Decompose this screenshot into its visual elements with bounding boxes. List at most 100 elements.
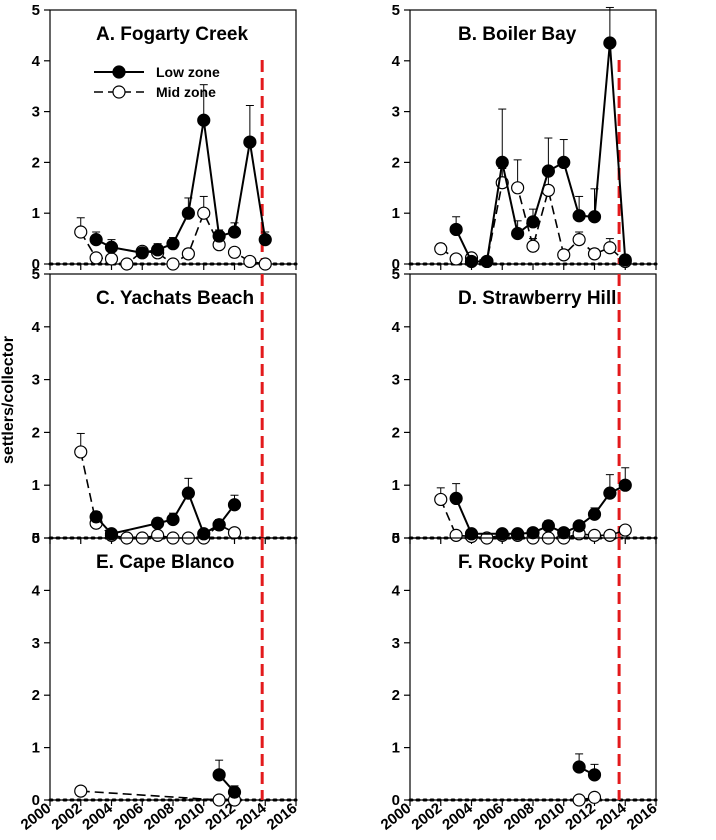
x-tick-label: 2006 bbox=[110, 800, 147, 834]
panel-f: 0123452000200220042006200820102012201420… bbox=[378, 530, 661, 834]
x-tick-label: 2014 bbox=[593, 799, 630, 833]
mid-zone-point bbox=[89, 251, 103, 265]
y-tick-label: 2 bbox=[392, 154, 400, 171]
mid-zone-point bbox=[197, 206, 211, 220]
y-tick-label: 2 bbox=[32, 424, 40, 441]
low-zone-point bbox=[557, 526, 571, 540]
panel-d: 0 1 2 3 4 5 D. Strawberry Hill bbox=[392, 266, 658, 547]
low-zone-point bbox=[258, 233, 272, 247]
y-tick-label: 5 bbox=[32, 2, 40, 19]
y-tick-label: 4 bbox=[32, 319, 41, 336]
legend-label-low: Low zone bbox=[156, 64, 220, 80]
low-zone-point bbox=[212, 229, 226, 243]
low-zone-point bbox=[227, 785, 242, 799]
legend-marker-mid bbox=[112, 85, 126, 99]
x-tick-label: 2008 bbox=[501, 800, 538, 834]
low-zone-point bbox=[587, 210, 602, 224]
low-zone-point bbox=[603, 36, 617, 50]
low-zone-point bbox=[227, 498, 242, 512]
y-tick-label: 1 bbox=[392, 740, 400, 757]
y-tick-label: 3 bbox=[32, 635, 40, 652]
mid-zone-point bbox=[74, 445, 88, 459]
x-tick-label: 2000 bbox=[18, 800, 55, 834]
x-tick-label: 2002 bbox=[48, 800, 85, 834]
mid-zone-point bbox=[587, 247, 602, 261]
mid-zone-point bbox=[557, 248, 571, 262]
low-zone-point bbox=[541, 164, 555, 178]
y-tick-label: 4 bbox=[392, 53, 401, 70]
x-tick-label: 2002 bbox=[408, 800, 445, 834]
y-tick-label: 3 bbox=[392, 372, 400, 389]
legend-marker-low bbox=[112, 65, 126, 79]
low-zone-point bbox=[89, 510, 103, 524]
mid-zone-point bbox=[511, 181, 525, 195]
panel-b: 0 1 2 3 4 5 B. Boiler Bay bbox=[392, 2, 658, 273]
low-zone-point bbox=[166, 512, 180, 527]
low-zone-point bbox=[449, 222, 463, 237]
y-tick-label: 0 bbox=[32, 792, 40, 809]
x-tick-label: 2008 bbox=[141, 800, 178, 834]
mid-zone-point bbox=[434, 492, 448, 507]
low-zone-point bbox=[587, 507, 602, 521]
low-zone-point bbox=[212, 768, 226, 782]
y-tick-label: 3 bbox=[32, 104, 40, 121]
low-zone-point bbox=[572, 760, 586, 774]
mid-zone-point bbox=[618, 523, 632, 537]
y-tick-label: 5 bbox=[32, 266, 40, 283]
x-tick-label: 2004 bbox=[439, 799, 476, 833]
mid-zone-point bbox=[227, 245, 242, 259]
legend-label-mid: Mid zone bbox=[156, 84, 216, 100]
y-tick-label: 0 bbox=[32, 256, 40, 273]
mid-zone-point bbox=[449, 252, 463, 266]
mid-zone-point bbox=[572, 793, 586, 807]
y-tick-label: 3 bbox=[392, 635, 400, 652]
panel-a: 0 1 2 3 4 5 A. Fogarty Creek Low zone Mid zone bbox=[32, 2, 298, 273]
y-tick-label: 3 bbox=[392, 104, 400, 121]
x-tick-label: 2016 bbox=[624, 800, 661, 834]
low-zone-point bbox=[197, 527, 211, 541]
y-tick-label: 3 bbox=[32, 372, 40, 389]
y-tick-label: 1 bbox=[392, 477, 400, 494]
low-zone-point bbox=[526, 215, 540, 229]
low-zone-point bbox=[197, 113, 211, 127]
y-tick-label: 5 bbox=[32, 530, 40, 547]
y-tick-label: 1 bbox=[32, 740, 40, 757]
y-tick-label: 2 bbox=[32, 154, 40, 171]
mid-zone-point bbox=[603, 528, 617, 542]
mid-zone-point bbox=[181, 247, 195, 261]
plot-frame bbox=[49, 537, 297, 801]
plot-frame bbox=[49, 9, 297, 265]
low-zone-point bbox=[511, 226, 525, 241]
panel-title: D. Strawberry Hill bbox=[458, 288, 616, 309]
mid-zone-point bbox=[258, 257, 272, 271]
low-zone-point bbox=[212, 518, 226, 532]
y-tick-label: 5 bbox=[392, 266, 400, 283]
y-tick-label: 4 bbox=[392, 319, 401, 336]
mid-zone-point bbox=[572, 233, 586, 247]
panel-title: C. Yachats Beach bbox=[96, 288, 254, 309]
panel-title: E. Cape Blanco bbox=[96, 552, 234, 573]
low-zone-point bbox=[618, 478, 632, 492]
panel-title: F. Rocky Point bbox=[458, 552, 589, 573]
low-zone-point bbox=[151, 243, 165, 257]
y-tick-label: 4 bbox=[392, 582, 401, 599]
mid-zone-point bbox=[526, 239, 540, 253]
low-zone-point bbox=[135, 246, 149, 260]
mid-zone-point bbox=[434, 242, 448, 256]
x-tick-label: 2004 bbox=[79, 799, 116, 833]
low-zone-point bbox=[464, 527, 479, 541]
y-tick-label: 1 bbox=[32, 477, 40, 494]
y-tick-label: 4 bbox=[32, 53, 41, 70]
y-tick-label: 2 bbox=[32, 687, 40, 704]
low-zone-point bbox=[480, 254, 494, 269]
mid-zone-point bbox=[587, 528, 602, 542]
panel-title: B. Boiler Bay bbox=[458, 24, 577, 45]
mid-zone-point bbox=[243, 254, 257, 269]
panel-title: A. Fogarty Creek bbox=[96, 24, 248, 45]
panel-e: 0123452000200220042006200820102012201420… bbox=[18, 530, 301, 834]
y-tick-label: 1 bbox=[32, 205, 40, 222]
low-zone-point bbox=[181, 486, 195, 500]
low-zone-point bbox=[572, 209, 586, 223]
mid-zone-point bbox=[74, 784, 88, 798]
x-tick-label: 2010 bbox=[531, 800, 568, 834]
